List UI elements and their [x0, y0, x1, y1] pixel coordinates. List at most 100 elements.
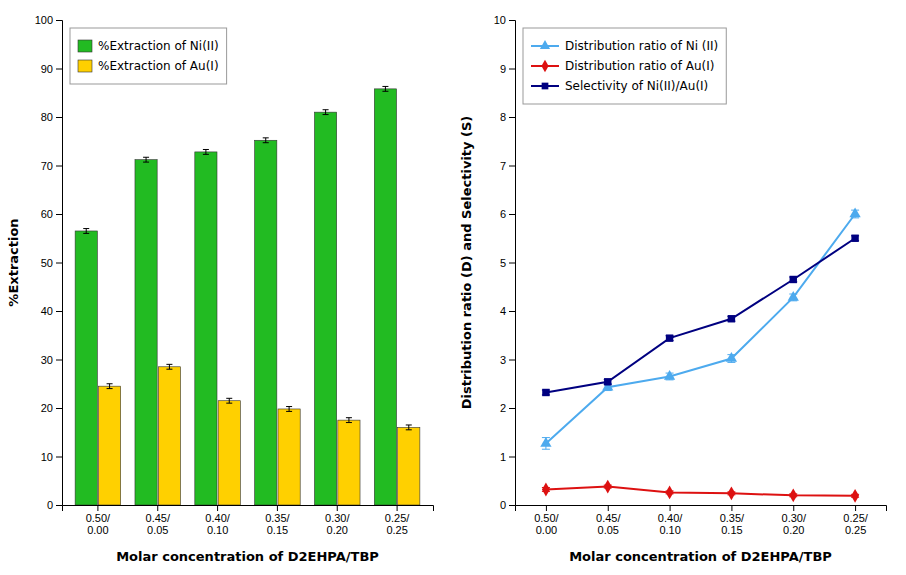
marker [604, 378, 611, 385]
error-bar [382, 86, 388, 91]
tick: 5 [500, 257, 515, 269]
marker [666, 485, 674, 499]
tick-mark [509, 69, 515, 70]
line-series [540, 207, 860, 449]
y-axis-title: Distribution ratio (D) and Selectivity (… [459, 116, 474, 410]
tick-mark [608, 505, 609, 511]
tick-label-line: 0.40/ [205, 512, 230, 524]
tick-mark [337, 505, 338, 511]
tick-label-line: 0.10 [659, 524, 680, 536]
tick: 6 [500, 208, 515, 220]
legend-item: %Extraction of Ni(II) [78, 39, 219, 53]
y-axis-title: %Extraction [6, 218, 21, 306]
tick-mark [277, 505, 278, 511]
bar [218, 401, 240, 505]
tick-mark [509, 505, 515, 506]
tick-label-line: 0.25 [845, 524, 866, 536]
tick: 0 [47, 499, 62, 511]
legend-marker [542, 83, 549, 90]
tick: 0.45/0.05 [596, 505, 621, 536]
legend-label: Distribution ratio of Ni (II) [565, 39, 718, 53]
tick-label-line: 0.30/ [782, 512, 807, 524]
tick-mark [509, 408, 515, 409]
tick-mark [509, 457, 515, 458]
tick-mark [56, 457, 62, 458]
legend-frame [523, 28, 726, 104]
bar-series [98, 364, 419, 505]
plot-area [540, 207, 860, 502]
tick-mark [509, 214, 515, 215]
tick-label-line: 0.25 [386, 524, 407, 536]
legend-frame [70, 28, 227, 84]
tick-mark [509, 117, 515, 118]
error-bar [346, 418, 352, 423]
tick-label: 1 [500, 451, 506, 463]
tick: 0.50/0.00 [86, 505, 111, 536]
bar [195, 152, 217, 505]
tick-mark [509, 166, 515, 167]
tick-mark [509, 20, 515, 21]
marker [789, 488, 797, 502]
tick-label-line: 0.35/ [265, 512, 290, 524]
tick-label-line: 0.15 [721, 524, 742, 536]
tick-mark [56, 69, 62, 70]
error-bar [143, 157, 149, 162]
error-bar [406, 425, 412, 430]
tick: 0.50/0.00 [534, 505, 559, 536]
marker [540, 437, 551, 447]
legend-label: Selectivity of Ni(II)/Au(I) [565, 79, 708, 93]
legend-label: %Extraction of Ni(II) [98, 39, 219, 53]
tick-label: 0.30/0.20 [782, 512, 807, 537]
tick-label-line: 0.25/ [385, 512, 410, 524]
y-axis: 012345678910 [494, 14, 516, 511]
tick-mark [56, 263, 62, 264]
error-bar [166, 364, 172, 369]
tick-mark [56, 214, 62, 215]
tick-label-line: 0.00 [87, 524, 108, 536]
panel: 0123456789100.50/0.000.45/0.050.40/0.100… [459, 14, 887, 564]
tick-label: 0.50/0.00 [534, 512, 559, 537]
bar [158, 367, 180, 505]
tick: 0.40/0.10 [205, 505, 230, 536]
tick: 70 [41, 160, 62, 172]
bar [398, 427, 420, 505]
x-axis-title: Molar concentration of D2EHPA/TBP [569, 549, 832, 564]
error-bar [203, 149, 209, 154]
marker [851, 489, 859, 503]
marker [664, 370, 675, 380]
tick: 50 [41, 257, 62, 269]
tick: 0.35/0.15 [265, 505, 290, 536]
axis-domain [56, 21, 63, 506]
tick-label-line: 0.05 [147, 524, 168, 536]
tick-label-line: 0.15 [267, 524, 288, 536]
tick-label-line: 0.50/ [86, 512, 111, 524]
legend: Distribution ratio of Ni (II) Distributio… [523, 28, 726, 104]
tick-label: 4 [500, 305, 506, 317]
bar [98, 386, 120, 505]
bar [374, 89, 396, 505]
tick-label: 9 [500, 63, 506, 75]
tick: 10 [41, 451, 62, 463]
tick-mark [855, 505, 856, 511]
tick: 9 [500, 63, 515, 75]
legend-label: Distribution ratio of Au(I) [565, 59, 714, 73]
tick: 0.25/0.25 [843, 505, 868, 536]
tick-label-line: 0.10 [207, 524, 228, 536]
tick-mark [793, 505, 794, 511]
tick-label: 90 [41, 63, 53, 75]
legend-marker [541, 60, 548, 72]
tick-mark [56, 505, 62, 506]
chart-svg: 01020304050607080901000.50/0.000.45/0.05… [0, 0, 906, 575]
tick: 100 [35, 14, 62, 26]
marker [727, 486, 735, 500]
error-bar [226, 398, 232, 403]
tick: 30 [41, 354, 62, 366]
tick-label: 7 [500, 160, 506, 172]
tick-label: 0.40/0.10 [658, 512, 683, 537]
tick: 7 [500, 160, 515, 172]
x-axis: 0.50/0.000.45/0.050.40/0.100.35/0.150.30… [516, 505, 887, 536]
legend-marker [540, 40, 550, 49]
tick-label: 5 [500, 257, 506, 269]
marker [849, 207, 860, 217]
tick-mark [56, 408, 62, 409]
